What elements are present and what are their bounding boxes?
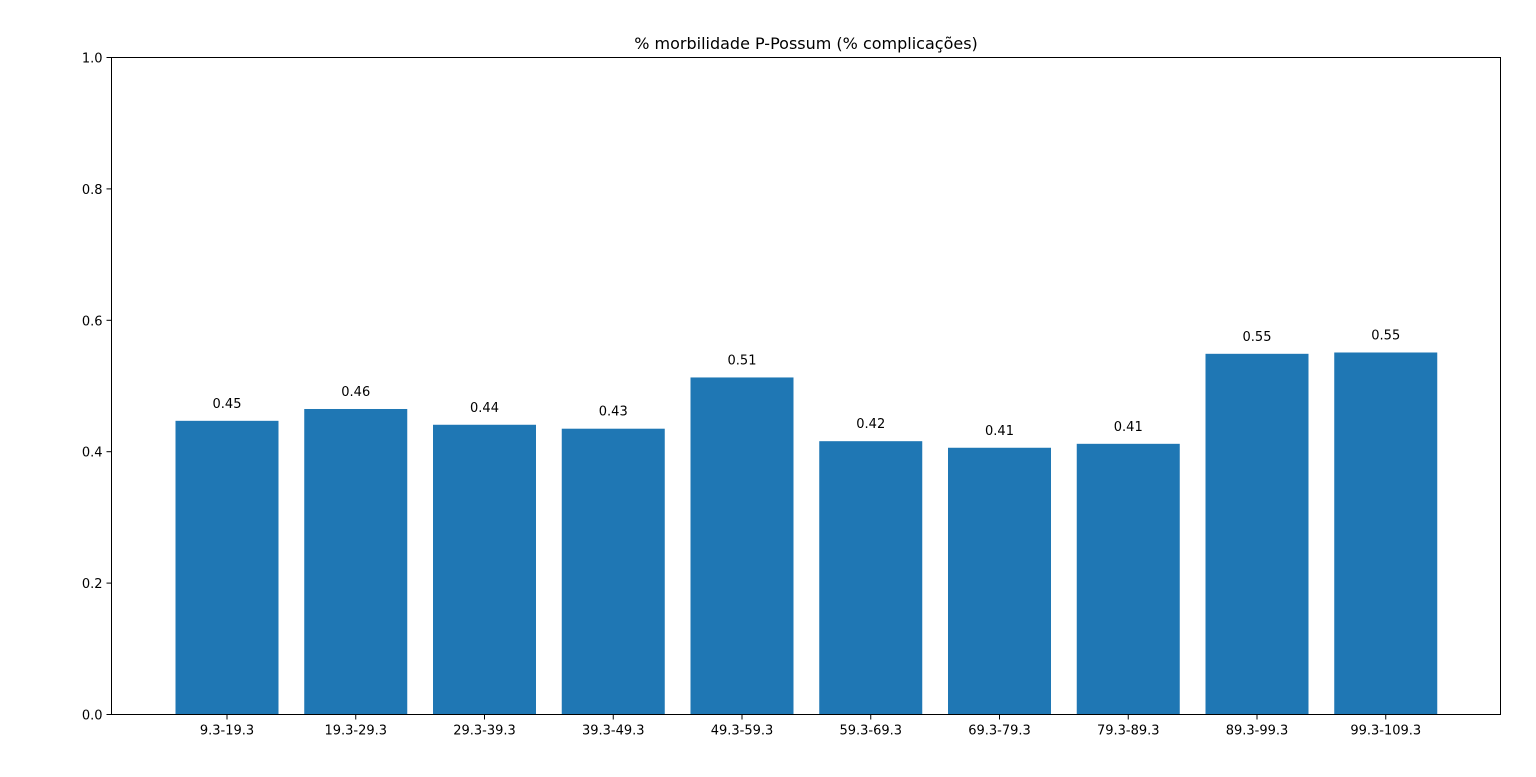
y-axis-ticks: 0.0 0.2 0.4 0.6 0.8 1.0 [82,52,112,724]
plot-frame [111,57,1501,715]
bar [433,424,536,715]
x-tick-label: 89.3-99.3 [1226,724,1289,739]
y-tick-label: 0.8 [82,183,103,198]
y-tick-label: 0.6 [82,314,103,329]
bar-value-label: 0.43 [599,405,628,420]
y-tick-label: 1.0 [82,52,103,67]
bar [175,420,279,715]
x-tick-label: 99.3-109.3 [1350,724,1421,739]
bar [304,408,408,715]
chart-title: % morbilidade P-Possum (% complicações) [634,34,978,53]
bar [948,447,1051,715]
bar-labels-group: 0.45 0.46 0.44 0.43 0.51 0.42 0.41 0.41 0.55 0.55 [213,328,1401,438]
bar [1334,352,1438,715]
y-tick-label: 0.0 [82,709,103,724]
x-tick-label: 29.3-39.3 [453,724,516,739]
bar-value-label: 0.45 [213,397,242,412]
x-tick-label: 79.3-89.3 [1097,724,1160,739]
x-tick-label: 59.3-69.3 [839,724,902,739]
x-axis-ticks: 9.3-19.3 19.3-29.3 29.3-39.3 39.3-49.3 49.3-… [200,714,1421,739]
bar-value-label: 0.41 [985,424,1014,439]
bar-value-label: 0.46 [341,385,370,400]
y-tick-label: 0.2 [82,577,103,592]
y-tick-label: 0.4 [82,446,103,461]
bar [819,441,923,715]
bar-value-label: 0.55 [1371,328,1400,343]
x-tick-label: 19.3-29.3 [324,724,387,739]
bar [1076,443,1180,715]
x-tick-label: 69.3-79.3 [968,724,1031,739]
bar-value-label: 0.44 [470,401,499,416]
bar [1205,353,1309,715]
bar-value-label: 0.41 [1114,420,1143,435]
x-tick-label: 9.3-19.3 [200,724,254,739]
bar-value-label: 0.51 [728,353,757,368]
bar-value-label: 0.55 [1243,330,1272,345]
bars-group [175,352,1438,715]
bar [561,428,665,715]
x-tick-label: 39.3-49.3 [582,724,645,739]
bar-value-label: 0.42 [856,417,885,432]
x-tick-label: 49.3-59.3 [711,724,774,739]
bar [690,377,794,715]
